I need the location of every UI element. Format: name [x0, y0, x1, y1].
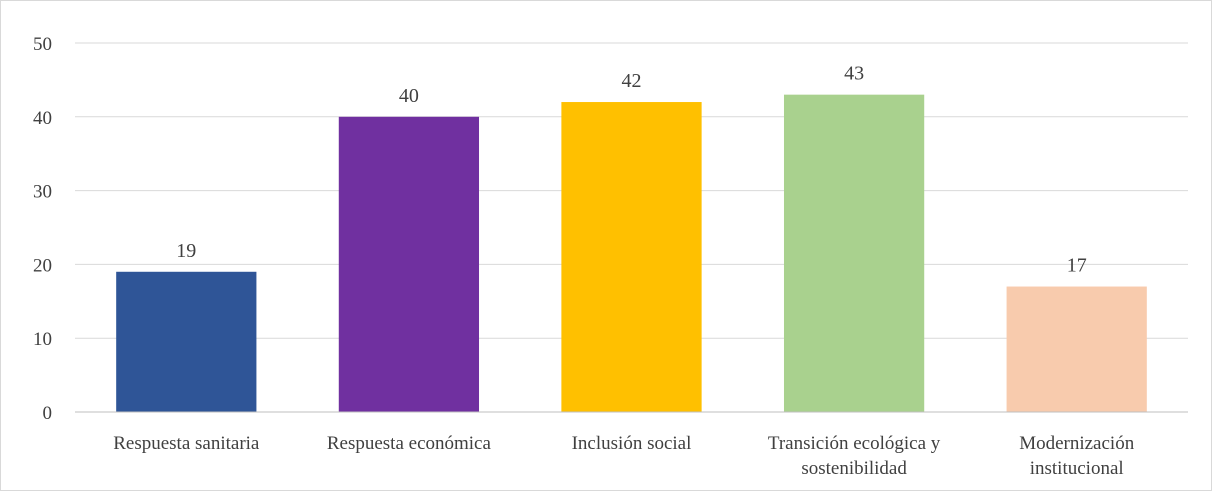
y-tick-label: 10 — [33, 329, 52, 350]
x-category-label: Modernización — [1019, 433, 1135, 454]
x-category-label: sostenibilidad — [801, 458, 907, 479]
y-tick-label: 30 — [33, 182, 52, 203]
x-category-label: Transición ecológica y — [768, 433, 941, 454]
x-category-label: Inclusión social — [572, 433, 692, 454]
bar — [338, 116, 480, 413]
x-category-label: Respuesta económica — [327, 433, 492, 454]
y-tick-label: 0 — [43, 403, 53, 424]
y-tick-label: 40 — [33, 108, 52, 129]
data-label: 17 — [1067, 255, 1087, 277]
bar — [783, 94, 925, 412]
data-label: 40 — [399, 85, 419, 107]
x-category-label: Respuesta sanitaria — [113, 433, 260, 454]
bar — [561, 102, 702, 412]
data-label: 43 — [844, 63, 864, 85]
bar — [116, 271, 257, 412]
bars — [116, 94, 1147, 413]
y-tick-label: 20 — [33, 255, 52, 276]
data-label: 19 — [176, 240, 196, 262]
bar — [1006, 286, 1147, 412]
x-category-label: institucional — [1030, 458, 1124, 479]
labels: 0 10 20 30 40 50 19 Respuesta sanitaria 40 Respue… — [33, 34, 1135, 479]
y-tick-label: 50 — [33, 34, 52, 55]
data-label: 42 — [622, 70, 642, 92]
